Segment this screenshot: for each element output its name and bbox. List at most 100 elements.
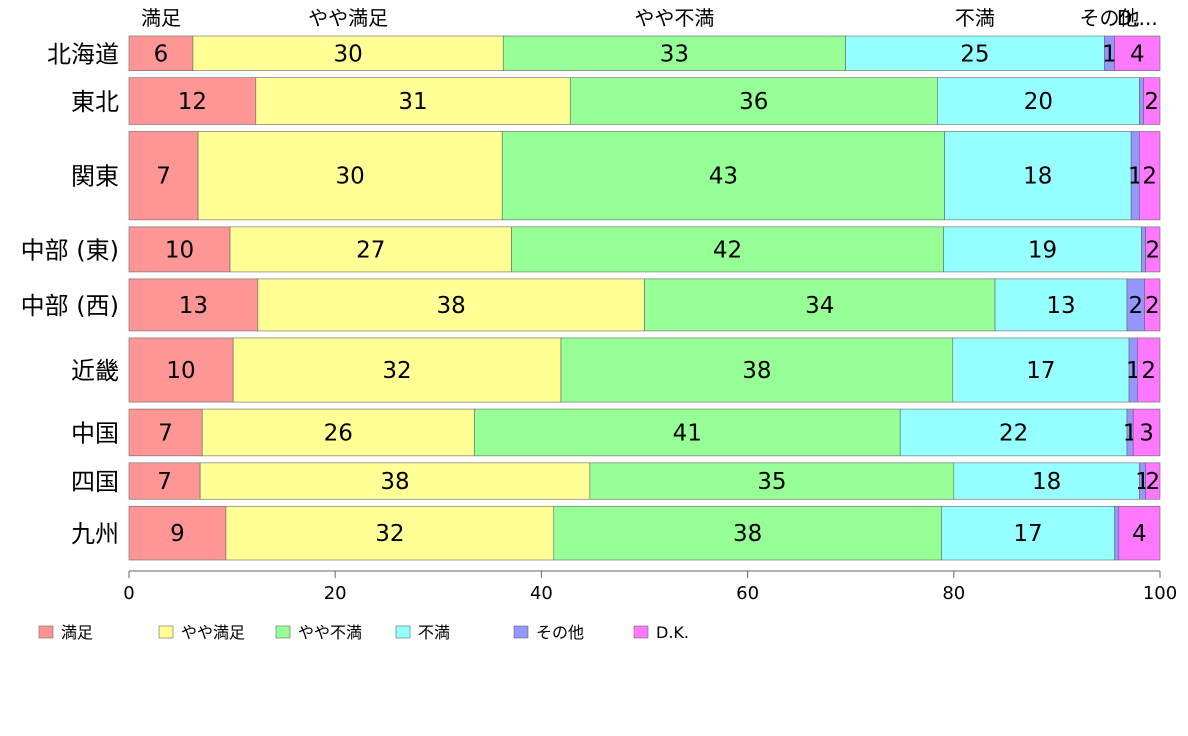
bar-segment <box>560 337 954 403</box>
bar-segment <box>197 131 503 221</box>
category-label: 四国 <box>71 468 119 496</box>
data-label: 1 <box>1102 41 1117 67</box>
data-label: 17 <box>1026 358 1055 384</box>
bar-segment <box>225 505 555 561</box>
bar-segment <box>1132 408 1161 457</box>
bar-segment <box>589 462 955 500</box>
legend-label: その他 <box>536 623 584 642</box>
data-label: 18 <box>1023 164 1052 190</box>
data-label: 13 <box>179 293 208 319</box>
data-label: 6 <box>154 41 169 67</box>
data-label: 2 <box>1142 164 1157 190</box>
bar-segment <box>1144 278 1161 332</box>
category-label: 中部 (西) <box>21 292 119 320</box>
data-label: 36 <box>739 89 768 115</box>
bar-segment <box>201 408 475 457</box>
data-label: 32 <box>375 521 404 547</box>
bar-segment <box>128 462 201 500</box>
bar-segment <box>944 131 1132 221</box>
data-label: 26 <box>324 420 353 446</box>
x-tick-label: 100 <box>1143 583 1177 604</box>
data-label: 34 <box>805 293 834 319</box>
bar-segment <box>128 226 231 273</box>
data-label: 7 <box>156 164 171 190</box>
data-label: 10 <box>165 237 194 263</box>
data-label: 35 <box>757 469 786 495</box>
bar-segment <box>1139 77 1144 125</box>
data-label: 7 <box>158 420 173 446</box>
category-label: 関東 <box>71 163 119 191</box>
data-label: 7 <box>157 469 172 495</box>
data-label: 22 <box>999 420 1028 446</box>
data-label: 2 <box>1145 469 1160 495</box>
bar-segment <box>255 77 571 125</box>
bar-segment <box>1114 505 1120 561</box>
bar-segment <box>474 408 901 457</box>
legend-swatch <box>395 625 411 639</box>
bar-segment <box>941 505 1115 561</box>
data-label: 2 <box>1141 358 1156 384</box>
data-label: 32 <box>382 358 411 384</box>
data-label: 13 <box>1046 293 1075 319</box>
bar-segment <box>553 505 942 561</box>
bar-segment <box>232 337 562 403</box>
legend-swatch <box>275 625 291 639</box>
data-label: 42 <box>713 237 742 263</box>
bar-segment <box>845 35 1105 71</box>
data-label: 38 <box>380 469 409 495</box>
column-header-label: やや満足 <box>308 6 388 30</box>
bar-segment <box>1143 77 1161 125</box>
x-tick-label: 0 <box>123 583 134 604</box>
bar-segment <box>501 131 945 221</box>
category-label: 北海道 <box>47 40 119 68</box>
bar-segment <box>1118 505 1161 561</box>
bar-segment <box>953 462 1140 500</box>
data-label: 12 <box>178 89 207 115</box>
legend-swatch <box>38 625 54 639</box>
bar-segment <box>937 77 1140 125</box>
bar-segment <box>1145 226 1161 273</box>
data-label: 19 <box>1028 237 1057 263</box>
bar-segment <box>128 35 194 71</box>
legend-label: 満足 <box>61 623 93 642</box>
data-label: 10 <box>166 358 195 384</box>
data-label: 20 <box>1024 89 1053 115</box>
column-header-label: 満足 <box>141 6 181 30</box>
bar-segment <box>128 278 259 332</box>
data-label: 1 <box>1128 164 1143 190</box>
bar-segment <box>899 408 1128 457</box>
data-label: 3 <box>1139 420 1154 446</box>
data-label: 1 <box>1126 358 1141 384</box>
data-label: 2 <box>1144 89 1159 115</box>
data-label: 33 <box>660 41 689 67</box>
bar-segment <box>128 505 227 561</box>
data-label: 25 <box>960 41 989 67</box>
data-label: 9 <box>170 521 185 547</box>
bar-segment <box>128 77 257 125</box>
x-tick-label: 40 <box>530 583 553 604</box>
bar-segment <box>1145 462 1161 500</box>
bar-segment <box>128 337 234 403</box>
legend-swatch <box>633 625 649 639</box>
category-label: 東北 <box>71 88 119 116</box>
data-label: 30 <box>333 41 362 67</box>
data-label: 2 <box>1145 237 1160 263</box>
legend-swatch <box>158 625 174 639</box>
column-header-label: 不満 <box>955 6 995 30</box>
legend-swatch <box>513 625 529 639</box>
bar-segment <box>952 337 1130 403</box>
bar-segment <box>257 278 645 332</box>
data-label: 4 <box>1130 41 1145 67</box>
data-label: 30 <box>336 164 365 190</box>
bar-segment <box>1114 35 1161 71</box>
column-header-label: D.... <box>1117 6 1158 30</box>
data-label: 2 <box>1128 293 1143 319</box>
bar-segment <box>128 131 199 221</box>
legend-label: 不満 <box>418 623 450 642</box>
legend-label: D.K. <box>656 623 689 642</box>
bar-segment <box>569 77 938 125</box>
bar-segment <box>128 408 203 457</box>
legend-label: やや不満 <box>298 623 362 642</box>
data-label: 38 <box>437 293 466 319</box>
